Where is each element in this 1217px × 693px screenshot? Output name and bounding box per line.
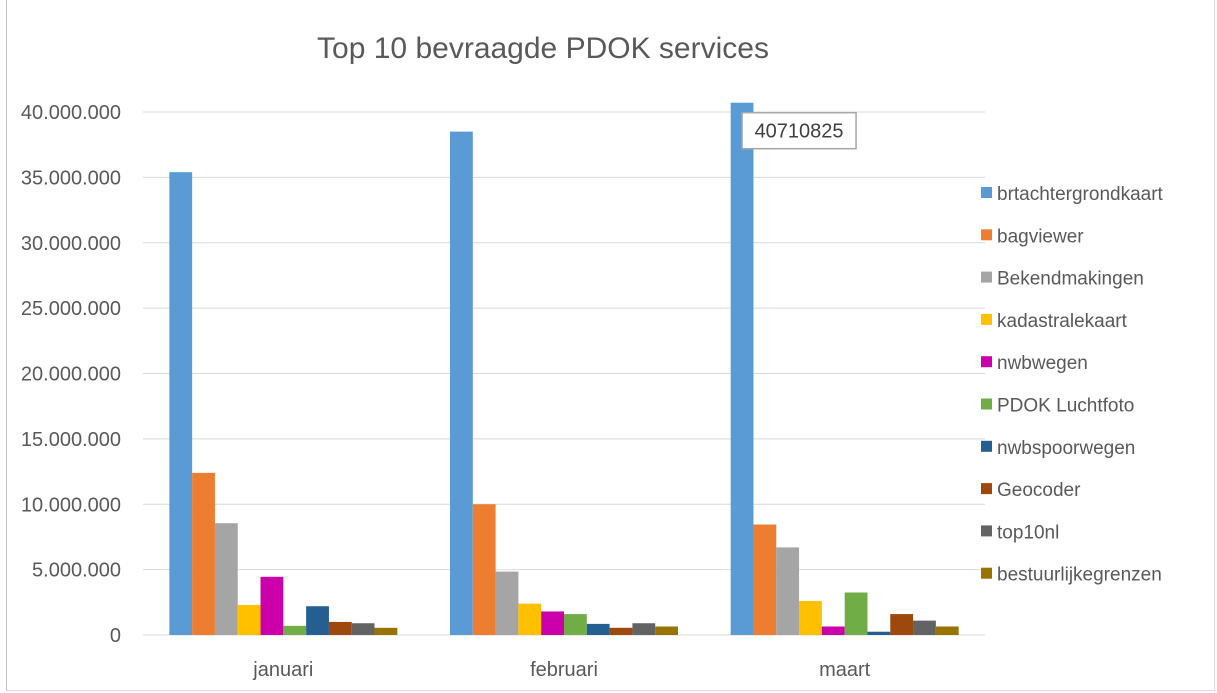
data-label: 40710825 bbox=[755, 121, 844, 143]
chart-title: Top 10 bevraagde PDOK services bbox=[317, 32, 769, 65]
legend-item: kadastralekaart bbox=[997, 311, 1128, 332]
bar-0-0 bbox=[169, 172, 193, 635]
bar-4-1 bbox=[541, 611, 564, 635]
legend-swatch bbox=[981, 483, 992, 495]
y-tick-label: 10.000.000 bbox=[21, 494, 121, 516]
bar-3-2 bbox=[799, 601, 822, 635]
y-tick-label: 30.000.000 bbox=[21, 233, 121, 255]
bar-9-1 bbox=[655, 626, 678, 635]
legend-item: Bekendmakingen bbox=[997, 269, 1144, 290]
bar-0-2 bbox=[730, 102, 754, 636]
y-axis-ticks: 0 5.000.000 10.000.000 15.000.000 20.000.000… bbox=[21, 102, 121, 647]
bar-4-2 bbox=[821, 626, 845, 635]
legend-item: nwbspoorwegen bbox=[997, 438, 1135, 459]
bar-8-2 bbox=[913, 620, 936, 635]
bar-1-2 bbox=[753, 524, 777, 635]
bar-6-0 bbox=[306, 606, 329, 635]
bar-6-2 bbox=[867, 631, 891, 635]
y-tick-label: 40.000.000 bbox=[21, 102, 121, 124]
legend-swatch bbox=[981, 525, 992, 537]
bar-5-0 bbox=[283, 625, 307, 635]
bar-7-0 bbox=[328, 621, 352, 635]
y-tick-label: 20.000.000 bbox=[21, 364, 121, 386]
legend-swatch bbox=[981, 229, 992, 241]
legend-swatch bbox=[981, 356, 992, 368]
legend-swatch bbox=[981, 440, 992, 452]
y-tick-label: 15.000.000 bbox=[21, 429, 121, 451]
bar-2-1 bbox=[495, 571, 519, 635]
bar-9-0 bbox=[374, 627, 398, 635]
bar-8-0 bbox=[351, 623, 375, 635]
bar-0-1 bbox=[450, 131, 473, 636]
bar-5-2 bbox=[844, 592, 868, 635]
bar-1-0 bbox=[192, 472, 215, 635]
bar-7-2 bbox=[890, 614, 914, 635]
data-label-box bbox=[741, 111, 857, 150]
legend-item: Geocoder bbox=[997, 480, 1081, 501]
legend-item: bestuurlijkegrenzen bbox=[997, 565, 1162, 586]
bar-5-1 bbox=[564, 614, 587, 635]
data-labels: 40710825 bbox=[741, 111, 857, 150]
bar-8-1 bbox=[632, 623, 656, 635]
bar-7-1 bbox=[609, 627, 633, 635]
x-axis-ticks: januari februari maart bbox=[252, 659, 870, 681]
legend-item: bagviewer bbox=[997, 226, 1084, 247]
legend-swatch bbox=[981, 187, 992, 198]
legend-item: top10nl bbox=[997, 522, 1059, 543]
x-tick-label: januari bbox=[252, 659, 313, 681]
legend-swatch bbox=[981, 567, 992, 579]
gridlines bbox=[143, 111, 985, 636]
y-tick-label: 5.000.000 bbox=[32, 560, 121, 582]
y-tick-label: 35.000.000 bbox=[21, 167, 121, 189]
legend-swatch bbox=[981, 271, 992, 283]
y-tick-label: 0 bbox=[110, 625, 121, 647]
legend-swatch bbox=[981, 398, 992, 410]
bar-2-2 bbox=[776, 547, 800, 635]
bar-series bbox=[169, 102, 959, 636]
legend: brtachtergrondkaart bagviewer Bekendmaking… bbox=[981, 184, 1164, 586]
bar-9-2 bbox=[935, 626, 959, 635]
legend-swatch bbox=[981, 313, 992, 325]
bar-3-1 bbox=[518, 603, 542, 635]
x-tick-label: februari bbox=[530, 659, 598, 681]
bar-6-1 bbox=[586, 623, 610, 635]
bar-2-0 bbox=[214, 523, 238, 635]
legend-item: PDOK Luchtfoto bbox=[997, 396, 1134, 417]
legend-item: brtachtergrondkaart bbox=[997, 184, 1164, 205]
bar-3-0 bbox=[237, 604, 261, 635]
legend-item: nwbwegen bbox=[997, 353, 1088, 374]
y-tick-label: 25.000.000 bbox=[21, 298, 121, 320]
bar-1-1 bbox=[472, 504, 496, 635]
x-tick-label: maart bbox=[819, 659, 871, 681]
bar-4-0 bbox=[260, 576, 284, 635]
